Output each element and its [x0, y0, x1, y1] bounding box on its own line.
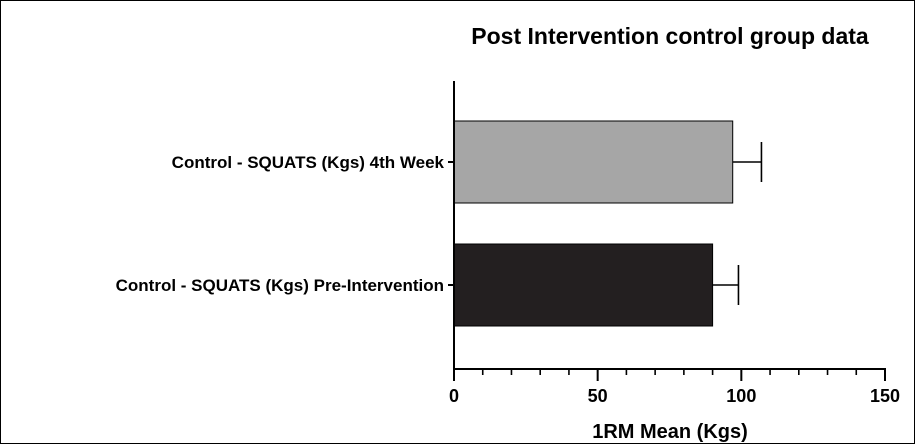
x-tick-label: 150 [870, 386, 900, 406]
bar-1 [453, 243, 714, 327]
x-tick-label: 100 [726, 386, 756, 406]
x-axis-label: 1RM Mean (Kgs) [592, 421, 748, 443]
chart-title: Post Intervention control group data [471, 23, 869, 49]
x-tick-label: 0 [449, 386, 459, 406]
bar-0 [453, 120, 734, 204]
plot-area: Control - SQUATS (Kgs) 4th Week Control -… [116, 81, 900, 406]
category-label-1: Control - SQUATS (Kgs) Pre-Intervention [116, 276, 444, 295]
category-label-0: Control - SQUATS (Kgs) 4th Week [172, 153, 445, 172]
x-tick-label: 50 [588, 386, 608, 406]
